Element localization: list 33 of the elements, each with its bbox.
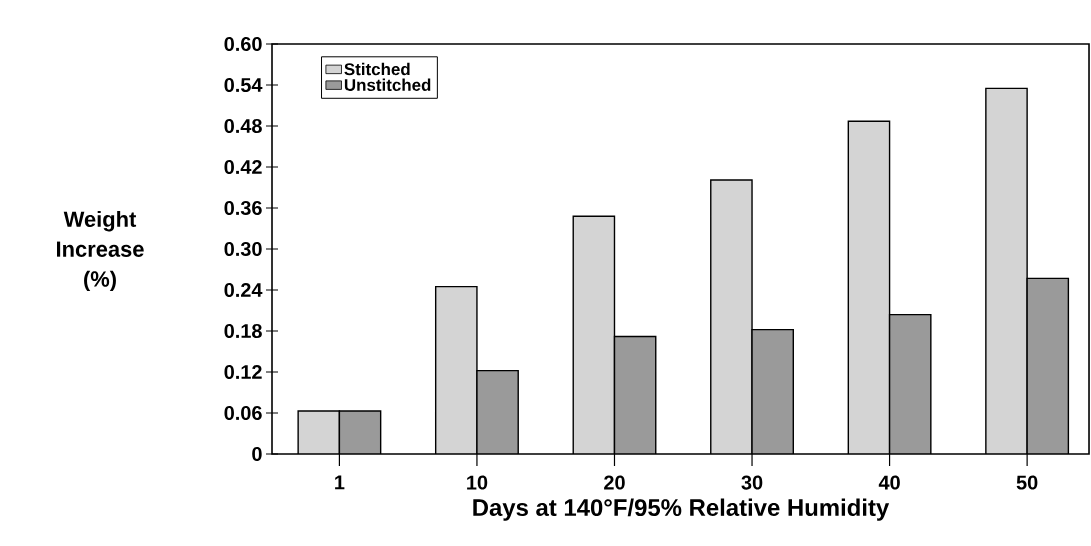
bar <box>613 335 657 454</box>
bar <box>297 410 341 454</box>
y-tick-label: 0.06 <box>224 405 262 421</box>
bar <box>847 120 891 454</box>
x-tick-label: 10 <box>467 475 488 490</box>
y-tick-label: 0.42 <box>224 159 262 175</box>
bar <box>1026 277 1070 454</box>
x-axis-title: Days at 140°F/95% Relative Humidity <box>473 498 890 521</box>
bar <box>572 215 616 454</box>
y-tick-label: 0.24 <box>224 282 263 298</box>
y-tick-label: 0.12 <box>224 364 262 380</box>
y-axis-title: Weight Increase (%) <box>56 210 144 292</box>
bar <box>888 313 932 454</box>
y-tick-label: 0.54 <box>224 77 263 93</box>
bar <box>476 369 519 454</box>
x-tick-label: 1 <box>335 475 345 490</box>
legend-label: Stitched <box>344 62 410 76</box>
y-tick-label: 0.60 <box>224 36 262 52</box>
bar <box>710 179 753 454</box>
y-tick-label: 0.36 <box>224 200 262 216</box>
x-tick-label: 50 <box>1016 475 1038 490</box>
bar <box>751 328 794 454</box>
x-tick-label: 20 <box>604 475 625 490</box>
bar <box>434 285 478 454</box>
y-tick-label: 0.48 <box>224 118 262 134</box>
y-tick-label: 0 <box>252 446 262 462</box>
x-tick-label: 40 <box>878 475 900 490</box>
x-tick-label: 30 <box>741 475 763 490</box>
bar <box>338 410 382 454</box>
bar <box>985 87 1028 454</box>
y-tick-label: 0.30 <box>224 241 262 257</box>
legend-label: Unstitched <box>344 78 431 91</box>
y-tick-label: 0.18 <box>224 323 262 339</box>
